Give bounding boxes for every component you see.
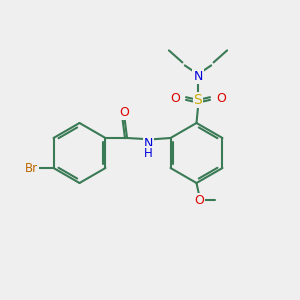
Text: Br: Br	[25, 161, 38, 175]
Text: S: S	[194, 93, 202, 107]
Text: N: N	[193, 70, 203, 83]
Text: N: N	[144, 136, 153, 150]
Text: O: O	[170, 92, 180, 105]
Text: O: O	[216, 92, 226, 105]
Text: H: H	[144, 147, 153, 160]
Text: O: O	[195, 194, 204, 207]
Text: O: O	[120, 106, 130, 119]
